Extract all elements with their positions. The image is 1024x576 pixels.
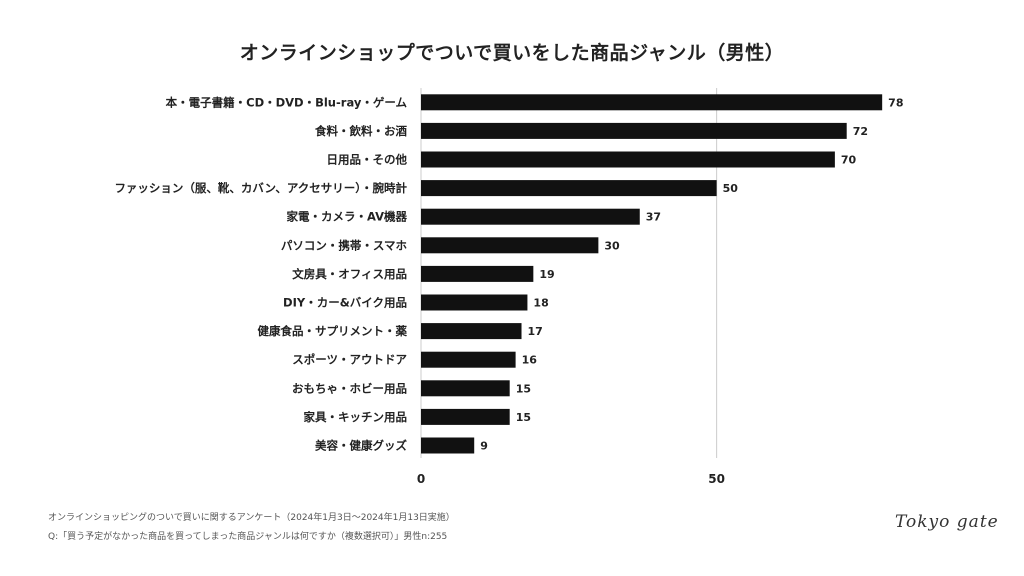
bar bbox=[421, 265, 534, 282]
value-label: 16 bbox=[522, 354, 538, 367]
x-tick-label: 0 bbox=[417, 472, 425, 486]
survey-question: Q:「買う予定がなかった商品を買ってしまった商品ジャンルは何ですか（複数選択可）… bbox=[48, 532, 448, 542]
category-label: 美容・健康グッズ bbox=[315, 439, 407, 453]
value-label: 78 bbox=[888, 96, 903, 109]
bar bbox=[421, 351, 516, 368]
brand-logo: Tokyo gate bbox=[895, 512, 999, 532]
bar bbox=[421, 122, 847, 139]
bar bbox=[421, 437, 475, 454]
bar bbox=[421, 408, 510, 425]
chart-title: オンラインショップでついで買いをした商品ジャンル（男性） bbox=[239, 42, 785, 64]
category-label: スポーツ・アウトドア bbox=[292, 353, 407, 367]
x-tick-label: 50 bbox=[708, 472, 725, 486]
value-label: 70 bbox=[841, 154, 857, 167]
value-label: 30 bbox=[604, 239, 620, 252]
value-label: 9 bbox=[480, 440, 488, 453]
bar bbox=[421, 323, 522, 340]
category-label: 家具・キッチン用品 bbox=[304, 410, 408, 424]
survey-note: オンラインショッピングのついで買いに関するアンケート（2024年1月3日〜202… bbox=[48, 513, 455, 523]
value-label: 72 bbox=[853, 125, 868, 138]
value-label: 37 bbox=[646, 211, 661, 224]
value-label: 15 bbox=[516, 411, 531, 424]
bar bbox=[421, 180, 717, 197]
category-label: 家電・カメラ・AV機器 bbox=[286, 210, 407, 224]
value-label: 18 bbox=[533, 297, 548, 310]
value-label: 17 bbox=[528, 325, 543, 338]
bar bbox=[421, 208, 640, 225]
category-label: おもちゃ・ホビー用品 bbox=[292, 381, 407, 395]
bar bbox=[421, 151, 835, 168]
bar bbox=[421, 94, 883, 111]
category-label: DIY・カー&バイク用品 bbox=[283, 296, 407, 310]
bar bbox=[421, 237, 599, 254]
bar bbox=[421, 294, 528, 311]
value-label: 50 bbox=[723, 182, 739, 195]
category-label: 日用品・その他 bbox=[327, 153, 408, 167]
value-label: 19 bbox=[539, 268, 554, 281]
category-label: 食料・飲料・お酒 bbox=[315, 124, 407, 138]
value-label: 15 bbox=[516, 382, 531, 395]
category-label: パソコン・携帯・スマホ bbox=[281, 238, 408, 252]
bar bbox=[421, 380, 510, 397]
category-label: 本・電子書籍・CD・DVD・Blu-ray・ゲーム bbox=[166, 95, 408, 109]
category-label: 健康食品・サプリメント・薬 bbox=[258, 324, 408, 338]
category-label: 文房具・オフィス用品 bbox=[292, 267, 407, 281]
category-label: ファッション（服、靴、カバン、アクセサリー）・腕時計 bbox=[114, 181, 407, 195]
